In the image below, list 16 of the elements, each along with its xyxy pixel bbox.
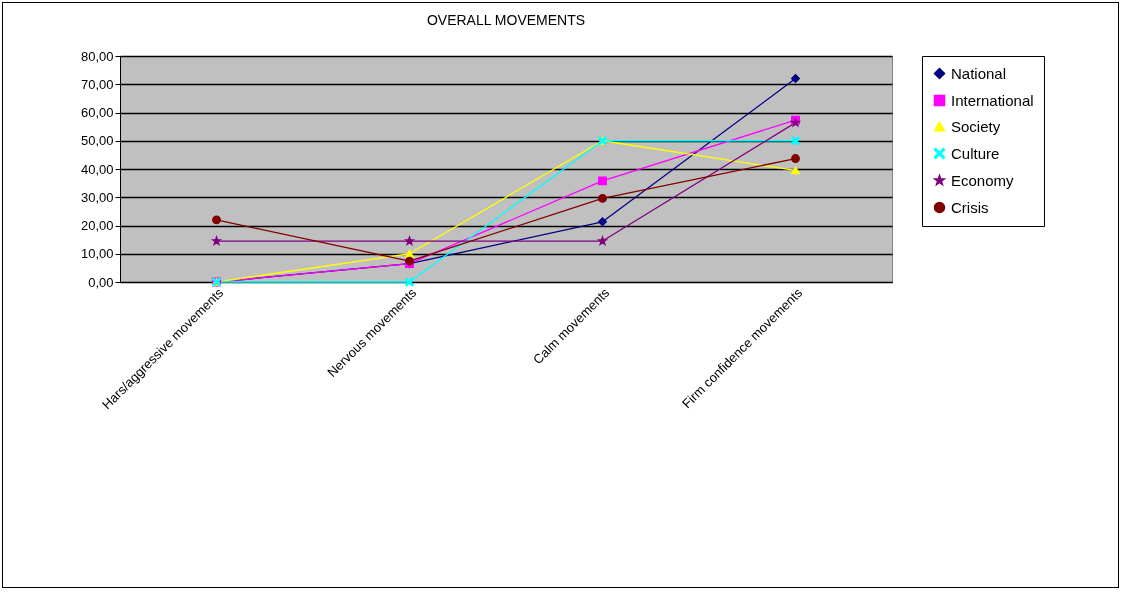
y-tick-label: 80,00 bbox=[80, 48, 114, 64]
y-tick-label: 70,00 bbox=[80, 76, 114, 92]
legend-label: Society bbox=[951, 117, 1001, 135]
y-tick-label: 40,00 bbox=[80, 161, 114, 177]
y-tick-label: 20,00 bbox=[80, 218, 114, 233]
y-tick-label: 30,00 bbox=[80, 189, 114, 205]
legend-label: International bbox=[951, 91, 1034, 109]
y-tick-label: 50,00 bbox=[80, 133, 114, 149]
legend-label: Culture bbox=[951, 144, 1000, 162]
legend-label: National bbox=[951, 64, 1007, 82]
legend-label: Crisis bbox=[951, 198, 989, 216]
y-tick-label: 60,00 bbox=[80, 105, 114, 120]
y-tick-label: 10,00 bbox=[80, 246, 114, 262]
chart-title: OVERALL MOVEMENTS bbox=[426, 12, 586, 28]
legend-label: Economy bbox=[951, 171, 1015, 189]
y-tick-label: 0,00 bbox=[88, 274, 114, 290]
